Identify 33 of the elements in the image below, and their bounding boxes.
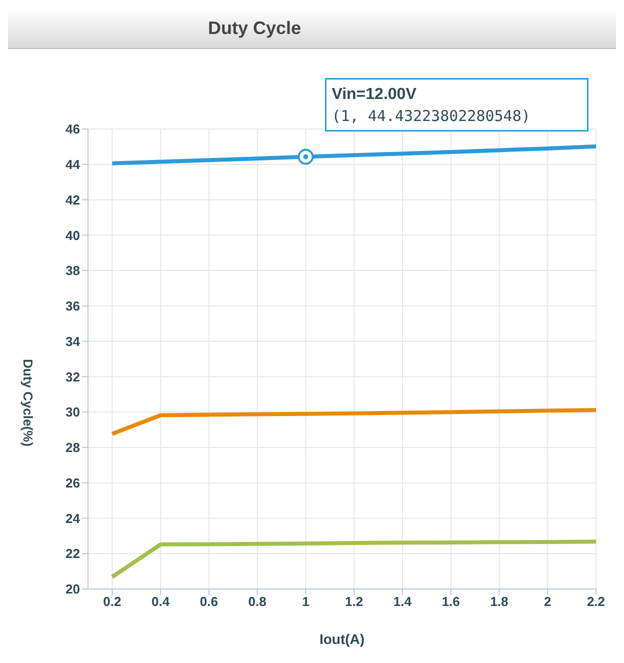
x-tick-label: 2 xyxy=(544,594,552,610)
x-tick-label: 0.4 xyxy=(152,594,170,610)
line-series xyxy=(110,408,596,436)
x-tick-label: 0.8 xyxy=(248,594,266,610)
y-tick-label: 38 xyxy=(66,263,80,278)
y-tick-label: 42 xyxy=(66,192,80,208)
y-tick-label: 44 xyxy=(66,157,81,172)
data-tooltip: Vin=12.00V (1, 44.43223802280548) xyxy=(298,78,588,165)
x-tick-label: 1 xyxy=(302,594,310,610)
x-tick-label: 1.6 xyxy=(442,594,460,610)
y-tick-label: 36 xyxy=(66,298,80,314)
x-tick-label: 0.2 xyxy=(103,594,122,610)
x-tick-label: 0.6 xyxy=(200,594,218,610)
line-series xyxy=(110,144,596,166)
y-axis-title: Duty Cycle(%) xyxy=(20,359,36,446)
x-tick-label: 1.4 xyxy=(393,594,412,610)
y-tick-label: 34 xyxy=(66,334,81,349)
x-tick-label: 1.8 xyxy=(490,594,508,610)
x-tick-label: 2.2 xyxy=(586,594,606,610)
y-tick-label: 28 xyxy=(66,440,80,456)
y-tick-label: 40 xyxy=(66,228,80,243)
y-tick-label: 22 xyxy=(66,546,80,562)
y-tick-label: 26 xyxy=(66,475,80,490)
line-series xyxy=(110,540,596,579)
x-axis-title: Iout(A) xyxy=(319,631,365,647)
y-tick-label: 24 xyxy=(66,510,81,526)
y-tick-label: 20 xyxy=(66,582,80,597)
y-tick-label: 46 xyxy=(66,122,80,137)
x-tick-label: 1.2 xyxy=(345,594,364,610)
chart-title: Duty Cycle xyxy=(8,8,616,49)
y-tick-label: 30 xyxy=(66,404,80,420)
annotation: (1, 44.43223802280548) xyxy=(332,106,530,125)
y-tick-label: 32 xyxy=(66,369,80,384)
